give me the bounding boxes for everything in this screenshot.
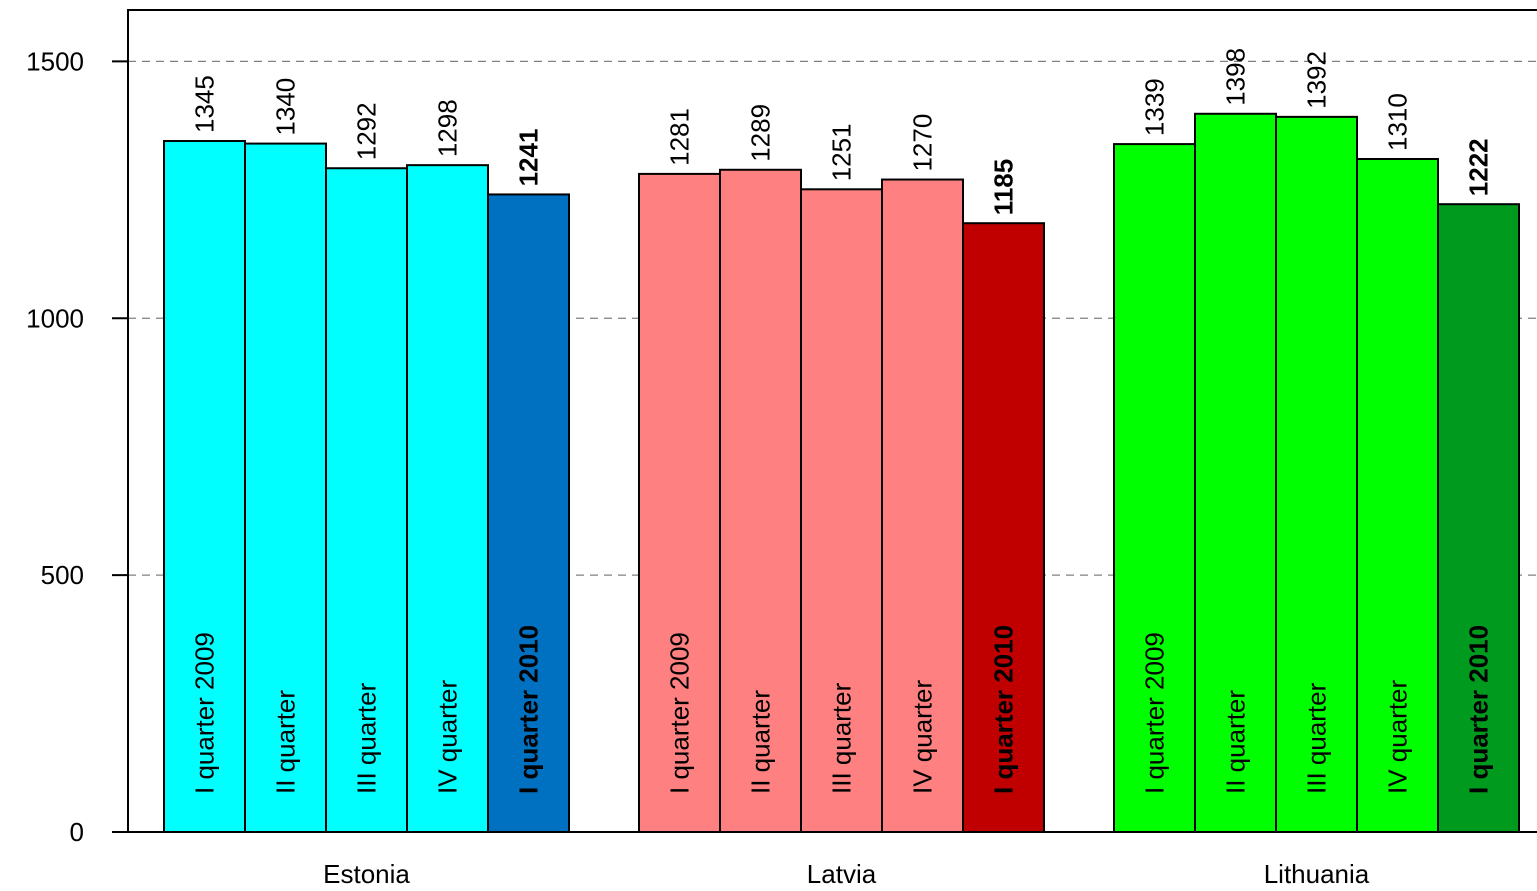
series-label: III quarter xyxy=(352,682,382,794)
value-label: 1281 xyxy=(665,108,695,166)
bar xyxy=(881,178,964,834)
bar xyxy=(1437,203,1520,833)
series-label: IV quarter xyxy=(1383,679,1413,794)
y-tick-label: 1500 xyxy=(26,46,84,76)
value-label: 1251 xyxy=(827,123,857,181)
category-label: Lithuania xyxy=(1264,859,1370,889)
series-label: I quarter 2010 xyxy=(989,625,1019,794)
axes: 0 500 1000 1500 Estonia Latvia Lithuania xyxy=(26,9,1537,889)
value-label: 1298 xyxy=(433,99,463,157)
series-label: I quarter 2010 xyxy=(514,625,544,794)
bar xyxy=(962,222,1045,834)
bar xyxy=(638,172,721,834)
bars xyxy=(163,112,1520,834)
series-label: III quarter xyxy=(827,682,857,794)
y-tick-label: 1000 xyxy=(26,303,84,333)
series-label: I quarter 2009 xyxy=(190,632,220,794)
bar xyxy=(487,193,570,833)
value-label: 1392 xyxy=(1302,51,1332,109)
category-label: Latvia xyxy=(807,859,877,889)
series-label: I quarter 2009 xyxy=(665,632,695,794)
series-label: I quarter 2010 xyxy=(1464,625,1494,794)
value-label: 1398 xyxy=(1221,48,1251,106)
bar xyxy=(1275,115,1358,834)
value-label: 1345 xyxy=(190,75,220,133)
value-label: 1310 xyxy=(1383,93,1413,151)
series-label: III quarter xyxy=(1302,682,1332,794)
y-tick-label: 500 xyxy=(41,560,84,590)
bar xyxy=(800,188,883,833)
category-label: Estonia xyxy=(323,859,410,889)
series-label: I quarter 2009 xyxy=(1140,632,1170,794)
series-label: IV quarter xyxy=(433,679,463,794)
value-label: 1289 xyxy=(746,104,776,162)
bar xyxy=(1113,143,1196,833)
series-label: II quarter xyxy=(1221,690,1251,794)
y-tick-label: 0 xyxy=(70,817,84,847)
value-label: 1270 xyxy=(908,114,938,172)
value-label: 1222 xyxy=(1464,138,1494,196)
series-label: II quarter xyxy=(746,690,776,794)
series-label: II quarter xyxy=(271,690,301,794)
value-label: 1340 xyxy=(271,78,301,136)
series-label: IV quarter xyxy=(908,679,938,794)
bar xyxy=(244,142,327,833)
bar xyxy=(1356,157,1439,834)
value-label: 1185 xyxy=(989,159,1019,215)
value-label: 1241 xyxy=(514,129,544,187)
bar xyxy=(1194,112,1277,833)
bar-labels: 1345 I quarter 2009 1340 II quarter 1292 III … xyxy=(190,48,1494,794)
value-label: 1339 xyxy=(1140,78,1170,136)
value-label: 1292 xyxy=(352,102,382,160)
